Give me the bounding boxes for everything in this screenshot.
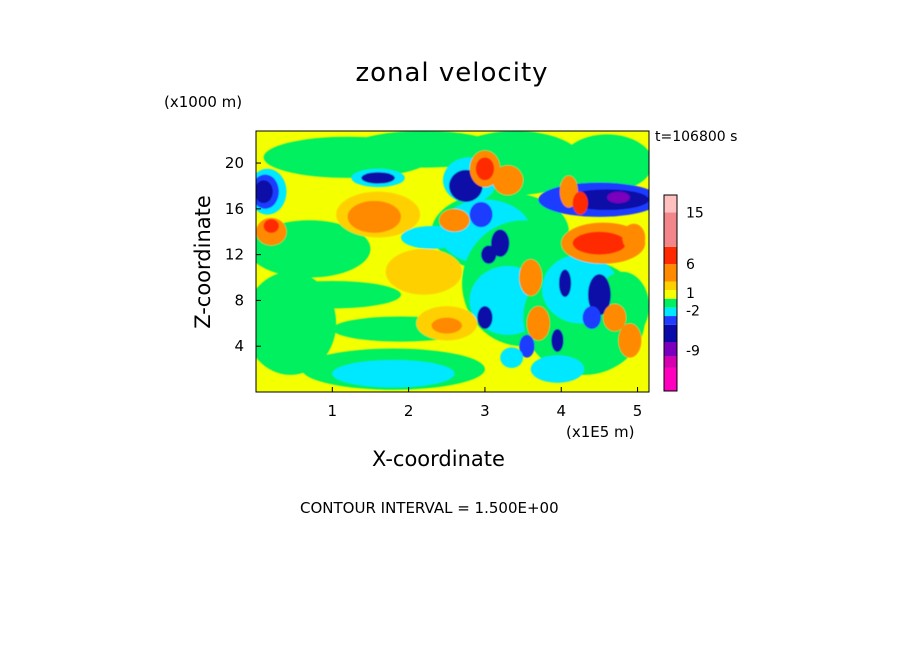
heatmap-region-38: [481, 245, 497, 264]
colorbar-level-8: [664, 281, 677, 291]
x-tick-label: 2: [404, 402, 414, 420]
heatmap-region-42: [519, 334, 535, 358]
heatmap-region-33: [475, 157, 495, 181]
heatmap-region-15: [561, 134, 649, 192]
heatmap-region-52: [582, 306, 601, 330]
y-tick-label: 12: [225, 246, 244, 264]
heatmap-region-21: [263, 219, 279, 233]
x-axis: 1 2 3 4 5: [328, 387, 643, 420]
heatmap-region-41: [526, 306, 550, 341]
heatmap-region-45: [607, 191, 630, 204]
heatmap-region-26: [385, 248, 463, 295]
y-axis: 4 8 12 16 20: [225, 154, 261, 355]
heatmap-region-37: [491, 229, 510, 257]
x-tick-label: 1: [328, 402, 338, 420]
x-tick-label: 5: [633, 402, 643, 420]
heatmap-region-54: [618, 323, 642, 358]
time-label: t=106800 s: [655, 129, 738, 145]
x-axis-title: X-coordinate: [372, 447, 505, 471]
heatmap-region-34: [492, 165, 524, 196]
colorbar-border: [663, 194, 678, 392]
y-axis-unit: (x1000 m): [164, 93, 243, 111]
colorbar-level-4: [664, 316, 677, 325]
colorbar-label: -9: [686, 344, 700, 360]
heatmap-region-40: [519, 259, 543, 296]
colorbar-level-5: [664, 307, 677, 317]
colorbar-level-1: [664, 356, 677, 368]
plot-frame: [255, 130, 650, 393]
contour-interval-note: CONTOUR INTERVAL = 1.500E+00: [300, 499, 559, 517]
colorbar-label: 6: [686, 257, 695, 273]
heatmap-region-50: [572, 191, 588, 215]
heatmap-region-4: [263, 280, 401, 309]
heatmap-region-57: [500, 347, 524, 368]
colorbar-level-9: [664, 264, 677, 282]
y-tick-label: 4: [234, 337, 244, 355]
x-tick-label: 4: [556, 402, 566, 420]
heatmap-regions: [256, 131, 649, 390]
plot-border: [255, 130, 650, 393]
heatmap-region-28: [431, 317, 463, 334]
colorbar-level-11: [664, 212, 677, 247]
heatmap-region-47: [572, 231, 627, 255]
colorbar-level-7: [664, 290, 677, 299]
colorbar-level-3: [664, 324, 677, 342]
heatmap-region-39: [477, 306, 493, 330]
y-tick-label: 8: [234, 291, 244, 309]
colorbar-level-12: [664, 195, 677, 213]
heatmap-region-25: [347, 200, 401, 233]
colorbar-level-2: [664, 342, 677, 357]
heatmap-region-48: [622, 223, 646, 252]
y-tick-label: 20: [225, 154, 244, 172]
chart-title: zonal velocity: [355, 58, 549, 88]
heatmap-region-23: [361, 172, 395, 184]
y-tick-label: 16: [225, 200, 244, 218]
colorbar-level-6: [664, 298, 677, 308]
plot-area: [256, 131, 649, 392]
x-tick-label: 3: [480, 402, 490, 420]
colorbar: 15 6 1-2 -9: [663, 194, 704, 392]
heatmap-region-35: [439, 208, 470, 232]
heatmap-region-7: [332, 359, 455, 388]
heatmap-region-51: [587, 274, 611, 316]
colorbar-label: -2: [686, 303, 700, 319]
heatmap-region-58: [530, 355, 585, 383]
colorbar-label: 1: [686, 286, 695, 302]
heatmap-region-55: [551, 329, 564, 352]
colorbar-label: 15: [686, 205, 704, 221]
heatmap-region-56: [558, 269, 572, 297]
heatmap-region-19: [256, 180, 273, 204]
colorbar-level-10: [664, 246, 677, 265]
colorbar-level-0: [664, 367, 677, 391]
heatmap-region-36: [469, 201, 493, 228]
x-axis-unit: (x1E5 m): [566, 423, 635, 441]
heatmap-region-29: [400, 226, 463, 249]
heatmap-region-53: [603, 303, 627, 332]
